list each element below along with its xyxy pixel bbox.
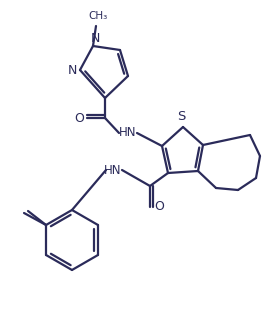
Text: O: O	[74, 112, 84, 125]
Text: S: S	[177, 110, 185, 123]
Text: O: O	[154, 201, 164, 213]
Text: N: N	[67, 64, 77, 77]
Text: HN: HN	[119, 127, 137, 140]
Text: CH₃: CH₃	[88, 11, 108, 21]
Text: HN: HN	[104, 163, 122, 176]
Text: N: N	[90, 31, 100, 45]
